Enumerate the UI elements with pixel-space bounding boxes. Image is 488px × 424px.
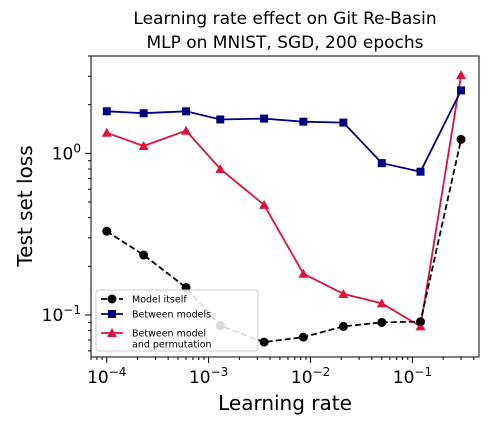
tick-label-base: 10 <box>87 368 109 388</box>
tick-label-exponent: −4 <box>109 365 127 379</box>
tick-label-exponent: −2 <box>313 365 331 379</box>
data-point <box>456 134 466 144</box>
data-point <box>457 86 466 95</box>
series-line <box>106 89 462 173</box>
tick-label-exponent: −1 <box>63 303 81 317</box>
tick-label-exponent: −1 <box>414 365 432 379</box>
x-axis-label: Learning rate <box>218 391 352 415</box>
data-point <box>181 125 192 135</box>
legend: Model itself Between models Between model a… <box>95 289 259 352</box>
data-point <box>138 141 149 151</box>
series-between-model-and-permutation <box>101 70 467 331</box>
x-tick-label: 10−2 <box>291 365 330 388</box>
tick-label-base: 10 <box>42 306 64 326</box>
legend-label: Model itself <box>132 295 187 306</box>
data-point <box>377 317 387 327</box>
data-point <box>299 117 308 126</box>
data-point <box>182 107 191 116</box>
x-tick-label: 10−3 <box>189 365 228 388</box>
data-point <box>216 115 225 124</box>
legend-swatch-marker <box>107 328 117 337</box>
series-line <box>106 74 462 328</box>
legend-label: Between models <box>132 310 211 321</box>
tick-label-exponent: −3 <box>211 365 229 379</box>
data-point <box>259 199 270 209</box>
legend-label-line: and permutation <box>132 340 212 351</box>
y-axis-label: Test set loss <box>13 145 37 267</box>
data-point <box>102 226 112 236</box>
series-between-models <box>102 86 466 176</box>
legend-label: Between model and permutation <box>132 329 212 351</box>
data-point <box>139 109 148 118</box>
legend-swatch-marker <box>107 294 117 304</box>
series-layer <box>101 70 467 347</box>
data-point <box>376 298 387 308</box>
data-point <box>259 337 269 347</box>
plot-frame <box>90 55 480 358</box>
x-tick-label: 10−1 <box>393 365 432 388</box>
x-tick-label: 10−4 <box>87 365 126 388</box>
tick-label-base: 10 <box>189 368 211 388</box>
legend-label-line: Between models <box>132 310 211 321</box>
data-point <box>298 332 308 342</box>
data-point <box>298 268 309 278</box>
tick-label-base: 10 <box>393 368 415 388</box>
data-point <box>338 288 349 298</box>
chart-subtitle: MLP on MNIST, SGD, 200 epochs <box>146 33 423 53</box>
y-tick-label: 10−1 <box>42 303 81 326</box>
legend-label-line: Model itself <box>132 295 187 306</box>
data-point <box>260 114 269 123</box>
legend-label-line: Between model <box>132 329 206 340</box>
y-tick-label: 100 <box>52 141 81 164</box>
data-point <box>139 250 149 260</box>
series-line <box>106 139 462 344</box>
tick-label-exponent: 0 <box>73 141 81 155</box>
data-point <box>456 70 467 80</box>
data-point <box>338 321 348 331</box>
data-point <box>416 317 426 327</box>
data-point <box>215 164 226 174</box>
data-point <box>101 127 112 137</box>
tick-label-base: 10 <box>291 368 313 388</box>
data-point <box>377 159 386 168</box>
legend-swatch-marker <box>108 310 116 318</box>
legend-box <box>95 289 259 352</box>
data-point <box>416 167 425 176</box>
data-point <box>339 118 348 127</box>
tick-label-base: 10 <box>52 144 74 164</box>
data-point <box>102 107 111 116</box>
chart-title: Learning rate effect on Git Re-Basin <box>133 9 436 29</box>
